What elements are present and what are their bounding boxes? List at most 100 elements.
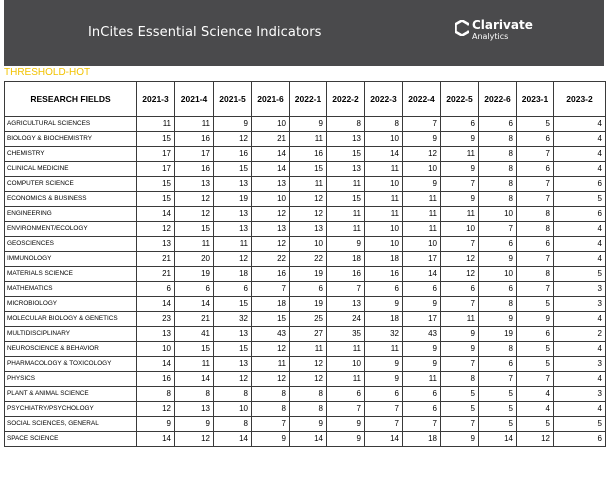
field-name-cell: MATHEMATICS [4, 281, 137, 297]
value-cell: 6 [289, 281, 327, 297]
value-cell: 6 [478, 281, 517, 297]
value-cell: 14 [478, 431, 517, 447]
value-cell: 15 [174, 341, 214, 357]
clarivate-logo-icon [455, 20, 469, 36]
value-cell: 7 [516, 191, 554, 207]
field-name-cell: PHARMACOLOGY & TOXICOLOGY [4, 356, 137, 372]
value-cell: 7 [478, 221, 517, 237]
value-cell: 9 [213, 116, 252, 132]
column-header-period: 2023-1 [516, 81, 554, 117]
table-row: AGRICULTURAL SCIENCES 11 11 9 10 9 8 8 7 6 6 5 4 [4, 116, 606, 132]
value-cell: 8 [478, 341, 517, 357]
value-cell: 8 [478, 146, 517, 162]
value-cell: 7 [364, 401, 403, 417]
table-row: SOCIAL SCIENCES, GENERAL 9 9 8 7 9 9 7 7 7 5 5 5 [4, 416, 606, 432]
value-cell: 8 [251, 386, 290, 402]
value-cell: 11 [174, 116, 214, 132]
value-cell: 7 [364, 416, 403, 432]
value-cell: 25 [289, 311, 327, 327]
value-cell: 2 [553, 326, 606, 342]
value-cell: 8 [440, 371, 479, 387]
value-cell: 9 [402, 176, 441, 192]
value-cell: 14 [289, 431, 327, 447]
value-cell: 7 [440, 356, 479, 372]
value-cell: 19 [174, 266, 214, 282]
value-cell: 9 [136, 416, 175, 432]
column-header-period: 2022-1 [289, 81, 327, 117]
value-cell: 15 [326, 146, 365, 162]
value-cell: 6 [553, 206, 606, 222]
value-cell: 16 [289, 146, 327, 162]
table-row: ENVIRONMENT/ECOLOGY 12 15 13 13 13 11 10 11 10 7 8 4 [4, 221, 606, 237]
value-cell: 10 [136, 341, 175, 357]
value-cell: 11 [289, 341, 327, 357]
value-cell: 12 [289, 191, 327, 207]
value-cell: 10 [289, 236, 327, 252]
value-cell: 16 [174, 161, 214, 177]
table-row: PLANT & ANIMAL SCIENCE 8 8 8 8 8 6 6 6 5 5 4 3 [4, 386, 606, 402]
value-cell: 14 [364, 146, 403, 162]
value-cell: 13 [174, 401, 214, 417]
value-cell: 13 [289, 221, 327, 237]
value-cell: 11 [326, 371, 365, 387]
table-row: PHYSICS 16 14 12 12 12 11 9 11 8 7 7 4 [4, 371, 606, 387]
value-cell: 12 [516, 431, 554, 447]
value-cell: 6 [478, 116, 517, 132]
value-cell: 9 [402, 131, 441, 147]
value-cell: 5 [553, 266, 606, 282]
value-cell: 15 [251, 311, 290, 327]
value-cell: 4 [553, 401, 606, 417]
field-name-cell: MICROBIOLOGY [4, 296, 137, 312]
value-cell: 5 [478, 386, 517, 402]
field-name-cell: BIOLOGY & BIOCHEMISTRY [4, 131, 137, 147]
value-cell: 9 [326, 431, 365, 447]
value-cell: 6 [553, 176, 606, 192]
column-header-field: RESEARCH FIELDS [4, 81, 137, 117]
value-cell: 11 [289, 176, 327, 192]
value-cell: 14 [364, 431, 403, 447]
value-cell: 12 [213, 251, 252, 267]
value-cell: 9 [289, 416, 327, 432]
value-cell: 3 [553, 386, 606, 402]
value-cell: 8 [478, 176, 517, 192]
value-cell: 4 [553, 236, 606, 252]
value-cell: 11 [364, 206, 403, 222]
value-cell: 6 [516, 161, 554, 177]
value-cell: 9 [402, 341, 441, 357]
value-cell: 11 [251, 356, 290, 372]
value-cell: 21 [251, 131, 290, 147]
value-cell: 6 [136, 281, 175, 297]
value-cell: 7 [326, 401, 365, 417]
value-cell: 10 [251, 191, 290, 207]
value-cell: 7 [516, 371, 554, 387]
value-cell: 32 [364, 326, 403, 342]
value-cell: 15 [136, 191, 175, 207]
value-cell: 16 [251, 266, 290, 282]
value-cell: 11 [364, 161, 403, 177]
column-header-period: 2022-3 [364, 81, 403, 117]
value-cell: 6 [440, 116, 479, 132]
value-cell: 8 [364, 116, 403, 132]
value-cell: 15 [213, 341, 252, 357]
value-cell: 21 [136, 266, 175, 282]
field-name-cell: ECONOMICS & BUSINESS [4, 191, 137, 207]
brand-sub: Analytics [472, 32, 509, 41]
value-cell: 8 [326, 116, 365, 132]
table-row: PSYCHIATRY/PSYCHOLOGY 12 13 10 8 8 7 7 6 5 5 4 4 [4, 401, 606, 417]
value-cell: 7 [440, 176, 479, 192]
value-cell: 11 [136, 116, 175, 132]
value-cell: 13 [326, 161, 365, 177]
value-cell: 10 [440, 221, 479, 237]
value-cell: 4 [516, 386, 554, 402]
column-header-period: 2022-2 [326, 81, 365, 117]
value-cell: 27 [289, 326, 327, 342]
value-cell: 9 [478, 251, 517, 267]
value-cell: 11 [174, 236, 214, 252]
table-header-row: RESEARCH FIELDS 2021-3 2021-4 2021-5 2021-6 2… [4, 81, 606, 117]
value-cell: 12 [440, 266, 479, 282]
value-cell: 11 [213, 236, 252, 252]
table-row: MATERIALS SCIENCE 21 19 18 16 19 16 16 14 12 10 8 5 [4, 266, 606, 282]
value-cell: 12 [289, 356, 327, 372]
value-cell: 7 [516, 281, 554, 297]
value-cell: 5 [516, 356, 554, 372]
